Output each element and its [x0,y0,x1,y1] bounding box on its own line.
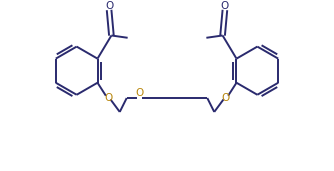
Text: O: O [136,88,144,98]
Text: O: O [104,93,112,103]
Text: O: O [221,1,229,11]
Text: O: O [105,1,113,11]
Text: O: O [222,93,230,103]
